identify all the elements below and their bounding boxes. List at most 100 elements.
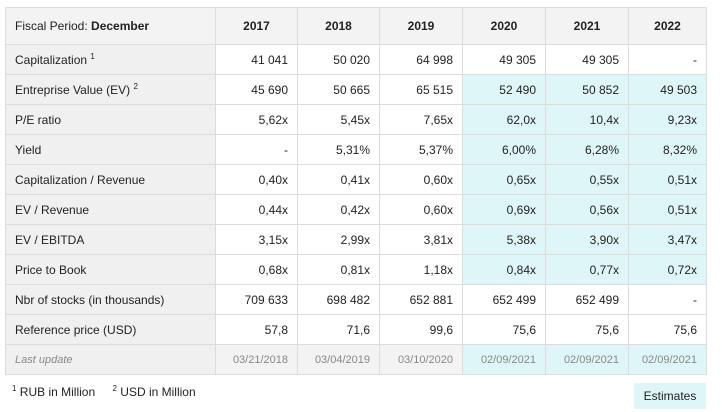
row-label: Nbr of stocks (in thousands): [5, 284, 216, 315]
table-cell: -: [215, 134, 298, 165]
table-cell: 65 515: [379, 74, 463, 105]
table-cell: 57,8: [215, 314, 298, 345]
footnote-2: 2 USD in Million: [112, 384, 196, 400]
table-cell: 0,41x: [297, 164, 380, 195]
footnote-text: USD in Million: [120, 385, 196, 399]
table-cell: 71,6: [297, 314, 380, 345]
table-cell: 75,6: [628, 314, 707, 345]
table-cell: 0,65x: [462, 164, 546, 195]
footnote-marker: 1: [12, 384, 17, 393]
fiscal-period-header: Fiscal Period: December: [5, 7, 216, 45]
header-row: Fiscal Period: December 2017 2018 2019 2…: [5, 7, 707, 45]
year-header: 2017: [215, 7, 298, 45]
table-cell: 0,40x: [215, 164, 298, 195]
estimates-badge: Estimates: [634, 383, 706, 409]
table-cell: 52 490: [462, 74, 546, 105]
row-label: EV / EBITDA: [5, 224, 216, 255]
table-cell: 0,77x: [545, 254, 629, 285]
table-cell: 5,37%: [379, 134, 463, 165]
table-cell: 2,99x: [297, 224, 380, 255]
table-cell: 8,32%: [628, 134, 707, 165]
table-cell: 1,18x: [379, 254, 463, 285]
table-cell: 99,6: [379, 314, 463, 345]
year-header: 2021: [545, 7, 629, 45]
year-header: 2018: [297, 7, 380, 45]
table-cell: 45 690: [215, 74, 298, 105]
last-update-date: 02/09/2021: [462, 344, 546, 375]
fiscal-period-value: December: [91, 19, 150, 33]
table-cell: 5,38x: [462, 224, 546, 255]
table-cell: 7,65x: [379, 104, 463, 135]
row-label-text: Entreprise Value (EV): [15, 82, 131, 97]
table-cell: 698 482: [297, 284, 380, 315]
table-row: Reference price (USD) 57,8 71,6 99,6 75,6 75,…: [5, 314, 707, 345]
table-row: EV / Revenue 0,44x 0,42x 0,60x 0,69x 0,56x 0,5…: [5, 194, 707, 225]
table-cell: 709 633: [215, 284, 298, 315]
table-row: P/E ratio 5,62x 5,45x 7,65x 62,0x 10,4x 9,23x: [5, 104, 707, 135]
row-label-text: Price to Book: [15, 262, 87, 277]
table-cell: 3,90x: [545, 224, 629, 255]
table-cell: 0,84x: [462, 254, 546, 285]
table-row: Capitalization / Revenue 0,40x 0,41x 0,60x 0…: [5, 164, 707, 195]
row-label-text: Yield: [15, 142, 42, 157]
fiscal-period-label: Fiscal Period:: [15, 19, 88, 33]
financial-ratios-table: Fiscal Period: December 2017 2018 2019 2…: [5, 7, 707, 375]
row-label: Reference price (USD): [5, 314, 216, 345]
table-cell: 3,47x: [628, 224, 707, 255]
row-label: P/E ratio: [5, 104, 216, 135]
table-cell: 0,60x: [379, 164, 463, 195]
table-cell: 49 305: [545, 44, 629, 75]
table-cell: 64 998: [379, 44, 463, 75]
footnote-marker: 1: [90, 51, 95, 61]
row-label: Entreprise Value (EV) 2: [5, 74, 216, 105]
table-cell: 50 665: [297, 74, 380, 105]
table-cell: 6,28%: [545, 134, 629, 165]
table-cell: 5,62x: [215, 104, 298, 135]
row-label-text: Capitalization: [15, 52, 88, 67]
table-cell: 0,60x: [379, 194, 463, 225]
table-cell: 0,81x: [297, 254, 380, 285]
row-label-text: Capitalization / Revenue: [15, 172, 146, 187]
last-update-row: Last update 03/21/2018 03/04/2019 03/10/202…: [5, 344, 707, 375]
last-update-date: 03/04/2019: [297, 344, 380, 375]
footnote-marker: 2: [112, 384, 117, 393]
table-cell: 0,44x: [215, 194, 298, 225]
table-cell: 3,81x: [379, 224, 463, 255]
row-label: Capitalization 1: [5, 44, 216, 75]
table-cell: 50 852: [545, 74, 629, 105]
table-cell: 652 499: [545, 284, 629, 315]
table-cell: 5,31%: [297, 134, 380, 165]
row-label-text: EV / Revenue: [15, 202, 90, 217]
table-cell: 49 503: [628, 74, 707, 105]
table-cell: 5,45x: [297, 104, 380, 135]
table-cell: 50 020: [297, 44, 380, 75]
table-cell: 6,00%: [462, 134, 546, 165]
table-cell: -: [628, 284, 707, 315]
table-cell: 652 881: [379, 284, 463, 315]
last-update-date: 03/10/2020: [379, 344, 463, 375]
table-cell: 0,42x: [297, 194, 380, 225]
table-cell: 10,4x: [545, 104, 629, 135]
row-label: Capitalization / Revenue: [5, 164, 216, 195]
footnote-text: RUB in Million: [19, 385, 96, 399]
row-label: Price to Book: [5, 254, 216, 285]
footnote-marker: 2: [133, 81, 138, 91]
table-cell: 41 041: [215, 44, 298, 75]
year-header: 2020: [462, 7, 546, 45]
table-cell: 0,55x: [545, 164, 629, 195]
row-label-text: P/E ratio: [15, 112, 62, 127]
table-cell: 0,51x: [628, 164, 707, 195]
row-label-text: Reference price (USD): [15, 322, 137, 337]
last-update-date: 02/09/2021: [628, 344, 707, 375]
row-label: Yield: [5, 134, 216, 165]
table-cell: 0,56x: [545, 194, 629, 225]
table-row: Price to Book 0,68x 0,81x 1,18x 0,84x 0,77x 0,…: [5, 254, 707, 285]
row-label: EV / Revenue: [5, 194, 216, 225]
year-header: 2019: [379, 7, 463, 45]
table-cell: 3,15x: [215, 224, 298, 255]
table-cell: 62,0x: [462, 104, 546, 135]
table-cell: -: [628, 44, 707, 75]
table-cell: 0,69x: [462, 194, 546, 225]
row-label-text: EV / EBITDA: [15, 232, 85, 247]
table-row: EV / EBITDA 3,15x 2,99x 3,81x 5,38x 3,90x 3,47…: [5, 224, 707, 255]
